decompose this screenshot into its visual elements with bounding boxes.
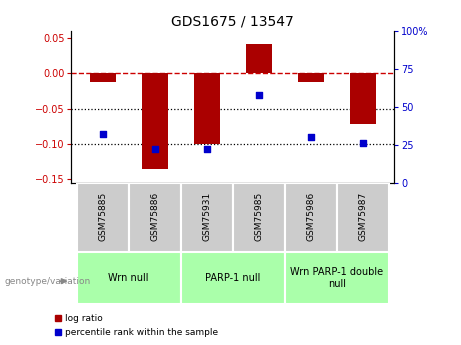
Bar — [181, 183, 233, 252]
Text: GSM75987: GSM75987 — [358, 191, 367, 240]
Bar — [77, 183, 129, 252]
Legend: log ratio, percentile rank within the sample: log ratio, percentile rank within the sa… — [51, 311, 222, 341]
Bar — [285, 252, 389, 304]
Text: Wrn null: Wrn null — [108, 273, 149, 283]
Point — [151, 147, 159, 152]
Point — [99, 131, 106, 137]
Bar — [77, 252, 181, 304]
Bar — [129, 183, 181, 252]
Bar — [350, 73, 376, 124]
Point — [203, 147, 211, 152]
Point — [255, 92, 262, 98]
Text: genotype/variation: genotype/variation — [5, 277, 91, 286]
Bar — [194, 73, 220, 144]
Bar — [233, 183, 285, 252]
Point — [307, 135, 314, 140]
Text: GSM75985: GSM75985 — [254, 191, 263, 240]
Text: GSM75885: GSM75885 — [98, 191, 107, 240]
Title: GDS1675 / 13547: GDS1675 / 13547 — [171, 14, 294, 29]
Bar — [246, 44, 272, 73]
Bar — [181, 252, 285, 304]
Bar — [285, 183, 337, 252]
Text: PARP-1 null: PARP-1 null — [205, 273, 260, 283]
Text: Wrn PARP-1 double
null: Wrn PARP-1 double null — [290, 267, 384, 288]
Point — [359, 141, 366, 146]
Bar — [90, 73, 116, 82]
Text: GSM75931: GSM75931 — [202, 191, 211, 240]
Text: GSM75886: GSM75886 — [150, 191, 159, 240]
Bar — [337, 183, 389, 252]
Bar — [142, 73, 168, 169]
Text: GSM75986: GSM75986 — [307, 191, 315, 240]
Bar — [298, 73, 324, 82]
